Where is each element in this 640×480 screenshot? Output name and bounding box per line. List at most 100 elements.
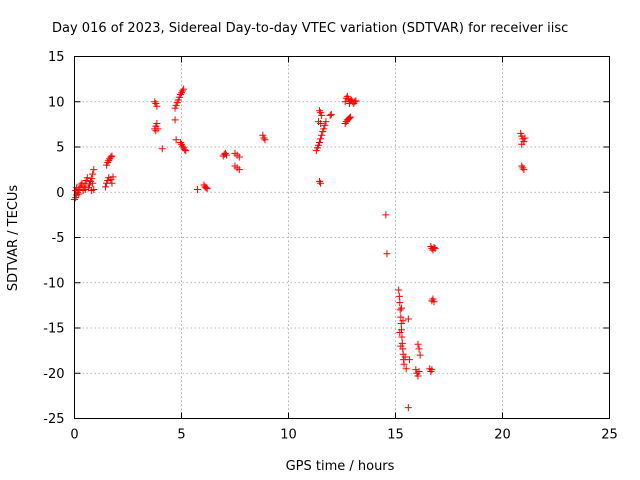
x-tick-label: 20 bbox=[494, 428, 511, 443]
data-point bbox=[416, 351, 424, 359]
data-point bbox=[260, 134, 268, 142]
data-point bbox=[341, 119, 349, 127]
data-point bbox=[172, 136, 180, 144]
y-tick-label: -5 bbox=[52, 231, 65, 246]
data-point bbox=[158, 145, 166, 153]
data-point bbox=[104, 158, 112, 166]
data-point bbox=[203, 185, 211, 193]
data-point bbox=[108, 152, 116, 160]
data-point bbox=[414, 340, 422, 348]
data-point bbox=[318, 131, 326, 139]
data-point bbox=[222, 151, 230, 159]
data-point bbox=[520, 166, 528, 174]
y-axis-tick-labels: -25 -20 -15 -10 -5 0 5 10 15 bbox=[43, 50, 64, 427]
data-point bbox=[89, 179, 97, 187]
data-point bbox=[397, 342, 405, 350]
x-axis-label: GPS time / hours bbox=[286, 459, 395, 474]
data-point bbox=[318, 111, 326, 119]
data-point bbox=[152, 127, 160, 135]
y-tick-label: 15 bbox=[48, 50, 65, 65]
data-point bbox=[348, 96, 356, 104]
data-point bbox=[405, 356, 413, 364]
data-point bbox=[401, 353, 409, 361]
x-tick-label: 25 bbox=[601, 428, 618, 443]
y-tick-label: -20 bbox=[43, 367, 64, 382]
data-point bbox=[316, 138, 324, 146]
y-tick-label: -10 bbox=[43, 276, 64, 291]
data-point bbox=[399, 317, 407, 325]
data-point bbox=[322, 118, 330, 126]
data-point bbox=[396, 329, 404, 337]
data-point bbox=[396, 306, 404, 314]
data-point bbox=[153, 119, 161, 127]
data-point bbox=[72, 186, 80, 194]
data-point bbox=[430, 243, 438, 251]
data-point bbox=[395, 286, 403, 294]
data-point bbox=[178, 89, 185, 97]
data-point bbox=[352, 97, 360, 105]
data-point bbox=[75, 190, 83, 198]
data-point bbox=[327, 110, 335, 118]
data-point bbox=[316, 177, 324, 185]
data-point bbox=[88, 186, 96, 194]
data-point bbox=[153, 102, 161, 110]
data-point bbox=[518, 162, 526, 170]
y-tick-label: 10 bbox=[48, 95, 65, 110]
data-point bbox=[427, 243, 435, 251]
y-tick-label: 0 bbox=[56, 186, 64, 201]
data-point bbox=[176, 91, 184, 99]
x-tick-label: 15 bbox=[387, 428, 404, 443]
data-point bbox=[415, 345, 423, 353]
data-point bbox=[88, 175, 96, 183]
data-point bbox=[396, 299, 404, 307]
y-axis-label: SDTVAR / TECUs bbox=[6, 185, 21, 292]
data-point bbox=[428, 366, 436, 374]
data-point bbox=[85, 181, 93, 189]
data-point bbox=[430, 298, 438, 306]
data-point bbox=[178, 140, 185, 148]
plot-frame bbox=[74, 56, 610, 419]
chart-title: Day 016 of 2023, Sidereal Day-to-day VTE… bbox=[52, 21, 568, 36]
y-tick-label: 5 bbox=[56, 141, 64, 156]
data-point bbox=[402, 365, 410, 373]
data-point bbox=[383, 250, 391, 258]
data-point bbox=[321, 121, 329, 129]
data-markers bbox=[71, 85, 529, 412]
data-point bbox=[176, 138, 184, 146]
data-point bbox=[105, 157, 113, 165]
gridlines bbox=[74, 56, 610, 419]
data-point bbox=[415, 367, 423, 375]
data-point bbox=[261, 136, 269, 144]
data-point bbox=[181, 146, 189, 154]
data-point bbox=[351, 98, 359, 106]
data-point bbox=[431, 244, 439, 252]
data-point bbox=[89, 170, 97, 178]
data-point bbox=[400, 360, 408, 368]
data-point bbox=[102, 183, 110, 191]
data-point bbox=[77, 181, 85, 189]
data-point bbox=[519, 164, 527, 172]
data-point bbox=[317, 135, 325, 143]
data-point bbox=[108, 179, 116, 187]
data-point bbox=[180, 85, 188, 93]
data-point bbox=[221, 149, 229, 157]
x-tick-label: 5 bbox=[177, 428, 185, 443]
y-tick-label: -15 bbox=[43, 322, 64, 337]
data-point bbox=[317, 179, 325, 187]
data-point bbox=[326, 111, 334, 119]
data-point bbox=[179, 87, 187, 95]
data-point bbox=[518, 140, 526, 148]
data-point bbox=[109, 173, 117, 181]
data-point bbox=[397, 313, 405, 321]
data-point bbox=[107, 153, 115, 161]
data-point bbox=[194, 186, 202, 194]
data-point bbox=[521, 134, 529, 142]
data-point bbox=[179, 142, 187, 150]
data-point bbox=[347, 113, 355, 121]
data-point bbox=[235, 166, 243, 174]
x-tick-label: 10 bbox=[280, 428, 297, 443]
x-axis-tick-labels: 0 5 10 15 20 25 bbox=[70, 428, 617, 443]
data-point bbox=[316, 107, 324, 115]
data-point bbox=[395, 292, 403, 300]
data-point bbox=[427, 367, 435, 375]
